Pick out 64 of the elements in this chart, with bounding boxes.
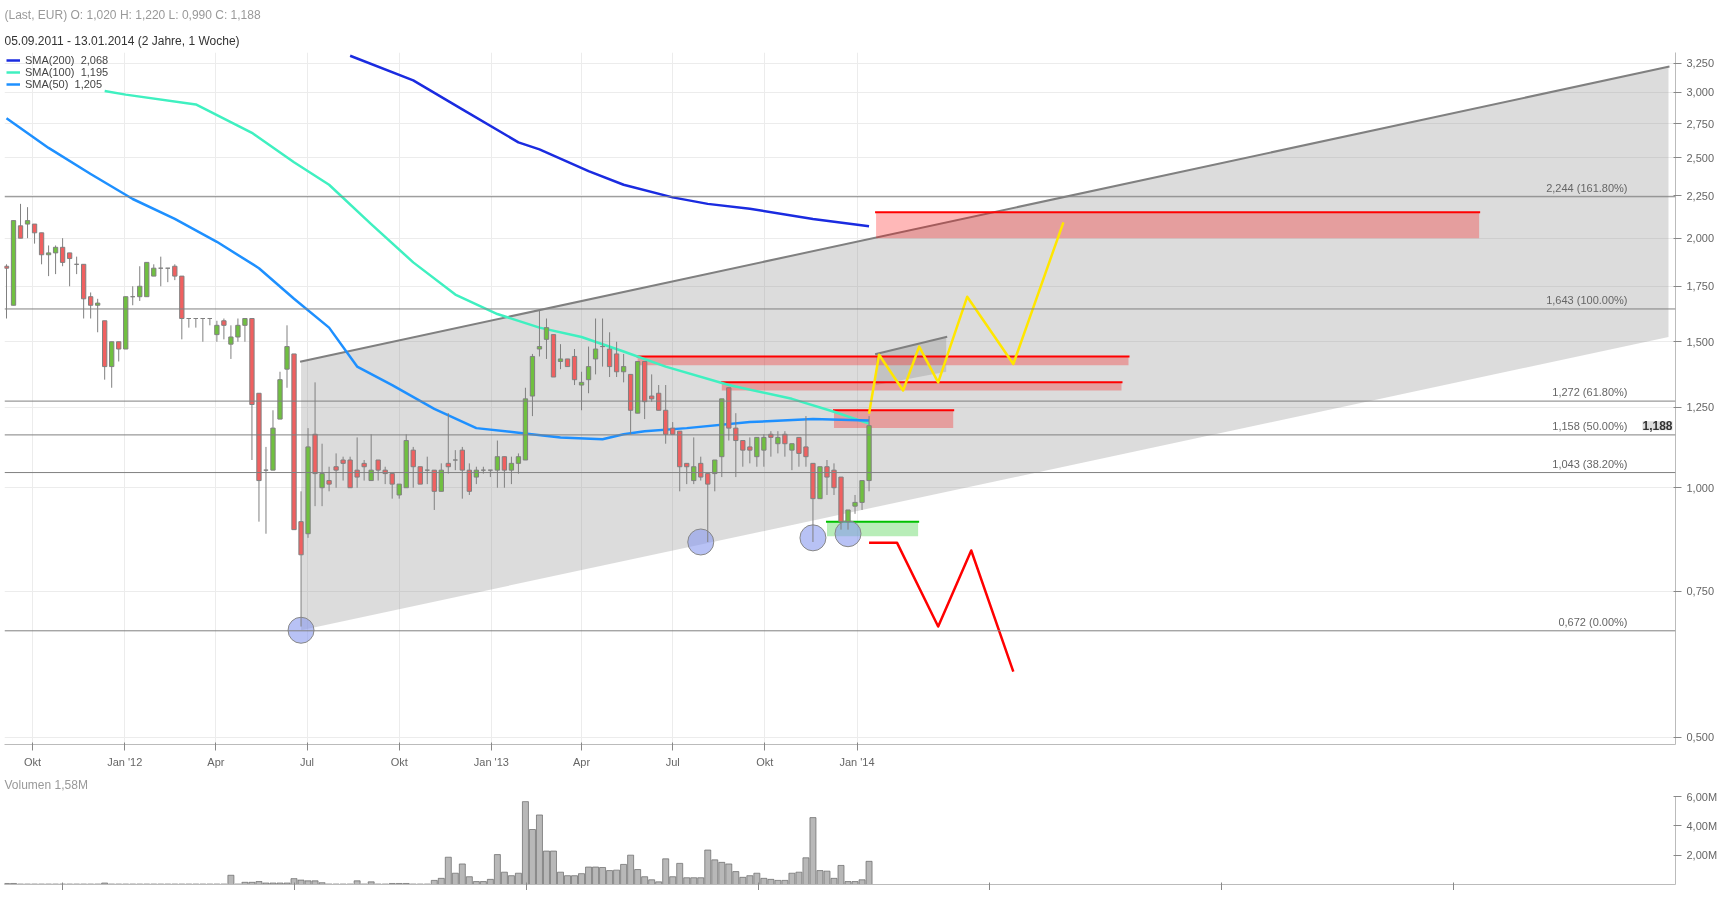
x-tick-label: Okt — [390, 755, 408, 768]
candlestick — [17, 203, 24, 239]
y-tick-label: 2,000 — [1686, 232, 1715, 245]
x-tick-label: Jul — [300, 755, 315, 768]
candlestick — [585, 346, 592, 394]
candlestick — [571, 348, 578, 386]
x-tick-label: Jan '12 — [107, 755, 143, 768]
ref-line-label: 1,043 (38.20%) — [1552, 457, 1628, 470]
line-series — [348, 54, 871, 228]
y-tick-label: 3,000 — [1686, 86, 1715, 99]
y-tick-label: 2,250 — [1686, 189, 1715, 202]
y-tick-label: 2,500 — [1686, 151, 1715, 164]
candlestick — [66, 252, 73, 287]
point — [287, 616, 315, 644]
y-tick-label: 1,750 — [1686, 280, 1715, 293]
legend-label: SMA(200) 2,068 — [25, 54, 109, 66]
candlestick — [59, 237, 66, 267]
x-tick-label: Apr — [572, 755, 591, 768]
point — [687, 528, 715, 556]
chart-subtitle: 05.09.2011 - 13.01.2014 (2 Jahre, 1 Woche) — [4, 33, 240, 48]
candlestick — [52, 244, 59, 275]
candlestick — [592, 318, 599, 375]
candlestick — [228, 324, 234, 360]
ref-line-label: 2,244 (161.80%) — [1546, 181, 1628, 194]
candlestick — [620, 353, 627, 383]
line-series — [867, 541, 1015, 673]
y-tick-label: 1,250 — [1686, 401, 1715, 414]
y-tick-label: 0,500 — [1686, 731, 1715, 744]
x-tick-label: Jul — [665, 755, 680, 768]
y-tick-label: 1,000 — [1686, 481, 1715, 494]
candlestick — [45, 244, 52, 277]
y-tick-label: 0,750 — [1686, 585, 1715, 598]
y-tick-label: 6,00M — [1686, 790, 1718, 803]
candlestick — [557, 343, 564, 370]
x-tick-label: Jan '14 — [839, 755, 875, 768]
point — [834, 520, 862, 548]
candlestick — [24, 206, 31, 239]
line-series — [5, 117, 871, 441]
y-tick-label: 4,00M — [1686, 819, 1718, 832]
ref-line-label: 1,272 (61.80%) — [1552, 386, 1628, 399]
y-tick-label: 1,500 — [1686, 335, 1715, 348]
candlestick — [606, 331, 613, 378]
y-tick-label: 3,250 — [1686, 57, 1715, 70]
candlestick — [613, 341, 620, 378]
ref-line-label: 0,672 (0.00%) — [1558, 615, 1628, 628]
x-tick-label: Jan '13 — [473, 755, 509, 768]
point — [799, 524, 827, 552]
candlestick — [31, 223, 38, 245]
line-series — [867, 221, 1065, 416]
legend-label: SMA(50) 1,205 — [25, 78, 103, 90]
x-tick-label: Okt — [756, 755, 774, 768]
annotation: 1,188 — [1642, 419, 1673, 434]
y-tick-label: 2,00M — [1686, 849, 1718, 862]
y-tick-label: 2,750 — [1686, 117, 1715, 130]
candlestick — [38, 232, 45, 265]
chart-title: Volumen 1,58M — [4, 777, 88, 792]
candlestick — [543, 318, 550, 360]
ref-line-label: 1,158 (50.00%) — [1552, 419, 1628, 432]
ref-line-label: 1,643 (100.00%) — [1546, 293, 1628, 306]
x-tick-label: Apr — [207, 755, 225, 768]
chart-title: (Last, EUR) O: 1,020 H: 1,220 L: 0,990 C: 1,188 — [4, 7, 261, 22]
line-series — [103, 89, 871, 425]
legend-label: SMA(100) 1,195 — [25, 66, 109, 78]
x-tick-label: Okt — [23, 755, 42, 768]
